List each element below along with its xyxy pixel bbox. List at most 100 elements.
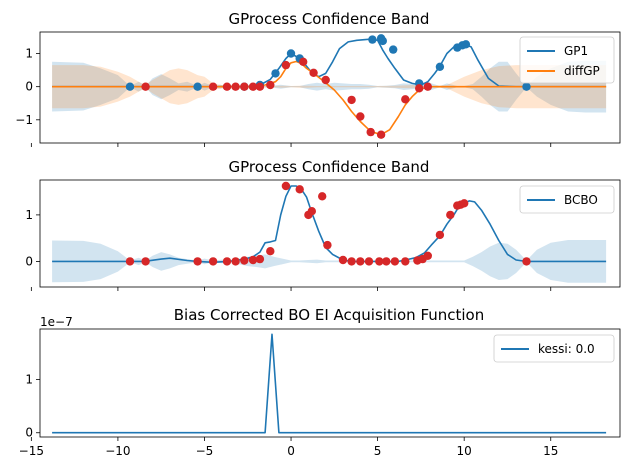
axes-middle-legend: BCBO [519, 185, 615, 214]
scatter-point [309, 68, 318, 78]
axes-bottom-legend: kessi: 0.0 [493, 334, 615, 363]
scatter-point [415, 84, 424, 93]
series-line-0 [52, 333, 607, 434]
scatter-point [461, 40, 471, 49]
axes-top-legend: GP1 diffGP [519, 36, 615, 84]
scatter-point [125, 257, 135, 266]
axes-bottom-x-ticks: −15 −10 −5 0 5 10 15 [19, 437, 558, 458]
scatter-point [318, 192, 327, 201]
scatter-point [231, 257, 240, 266]
axes-bottom-frame [39, 328, 621, 438]
scatter-point [295, 185, 304, 194]
scatter-point [375, 257, 384, 266]
scatter-point [338, 255, 348, 265]
y-tick-label: 1 [25, 208, 33, 222]
legend-label-kessi: kessi: 0.0 [538, 342, 595, 356]
axes-top-plot-area [52, 34, 607, 139]
scatter-point [435, 230, 445, 240]
axes-middle-plot-area [52, 181, 607, 283]
axes-bottom-y-ticks: 01 [25, 373, 40, 440]
x-tick-label: −10 [105, 444, 130, 458]
axes-middle-title: GProcess Confidence Band [229, 158, 430, 176]
scatter-point [248, 255, 258, 265]
axes-bottom-plot-area [52, 333, 607, 434]
legend-box [493, 334, 615, 363]
confidence-band-0 [52, 240, 607, 283]
scatter-point [266, 247, 275, 256]
scatter-point [222, 82, 232, 91]
axes-top-frame [39, 31, 621, 144]
x-tick-label: −5 [196, 444, 214, 458]
scatter-point [390, 257, 400, 266]
scatter-point [248, 82, 258, 91]
legend-box [519, 185, 615, 214]
scatter-point [323, 240, 332, 250]
scatter-point [271, 69, 280, 78]
scatter-point [286, 49, 296, 58]
scatter-point [364, 257, 374, 266]
scatter-point [222, 257, 232, 266]
scatter-point [281, 60, 291, 70]
scatter-point [423, 82, 432, 91]
x-tick-label: 15 [543, 444, 558, 458]
scatter-point [382, 257, 391, 266]
scatter-point [141, 257, 150, 266]
legend-label-gp1: GP1 [564, 44, 588, 58]
legend-label-bcbo: BCBO [564, 193, 598, 207]
scatter-point [401, 257, 410, 266]
scatter-point [240, 82, 249, 91]
scatter-point [281, 181, 291, 191]
scatter-point [347, 257, 356, 266]
scatter-point [240, 256, 249, 265]
axes-middle-x-ticks [30, 287, 552, 291]
scatter-point [208, 82, 218, 91]
scatter-point [435, 62, 445, 71]
x-tick-label: 10 [457, 444, 472, 458]
scatter-point [356, 112, 365, 121]
y-tick-label: 0 [25, 254, 33, 268]
scatter-point [193, 257, 202, 266]
axes-bottom-scale-label: 1e−7 [40, 315, 73, 329]
scatter-point [255, 254, 265, 264]
axes-top-y-ticks: −1 0 1 [15, 47, 40, 127]
x-tick-label: −15 [19, 444, 44, 458]
scatter-point [208, 257, 218, 266]
y-tick-label: 1 [25, 47, 33, 61]
legend-label-diffgp: diffGP [564, 64, 600, 78]
x-tick-label: 0 [287, 444, 295, 458]
axes-middle-frame [39, 179, 621, 288]
scatter-point [401, 95, 410, 104]
axes-top-title: GProcess Confidence Band [229, 10, 430, 28]
x-tick-label: 5 [374, 444, 382, 458]
scatter-point [125, 82, 135, 91]
y-tick-label: −1 [15, 113, 33, 127]
scatter-point [356, 257, 365, 266]
scatter-point [522, 82, 531, 91]
scatter-point [299, 57, 308, 66]
scatter-point [389, 45, 398, 54]
axes-top: GProcess Confidence Band −1 0 1 GP1 diffGP [15, 10, 621, 147]
scatter-point [321, 75, 330, 85]
axes-middle: GProcess Confidence Band 01 BCBO [25, 158, 621, 291]
y-tick-label: 0 [25, 80, 33, 94]
scatter-point [368, 35, 377, 44]
series-line-0 [52, 185, 607, 264]
scatter-point [193, 82, 202, 91]
scatter-point [378, 36, 387, 46]
scatter-point [423, 251, 432, 260]
axes-bottom-title: Bias Corrected BO EI Acquisition Functio… [174, 306, 485, 324]
axes-middle-y-ticks: 01 [25, 208, 40, 268]
scatter-point [141, 82, 150, 91]
y-tick-label: 0 [25, 426, 33, 440]
scatter-point [307, 207, 316, 216]
scatter-point [366, 127, 375, 137]
scatter-point [376, 130, 386, 139]
scatter-point [446, 210, 455, 220]
y-tick-label: 1 [25, 373, 33, 387]
axes-bottom: Bias Corrected BO EI Acquisition Functio… [19, 306, 621, 458]
axes-top-x-ticks [30, 143, 552, 147]
scatter-point [255, 82, 265, 91]
scatter-point [231, 82, 240, 91]
scatter-point [522, 257, 531, 266]
